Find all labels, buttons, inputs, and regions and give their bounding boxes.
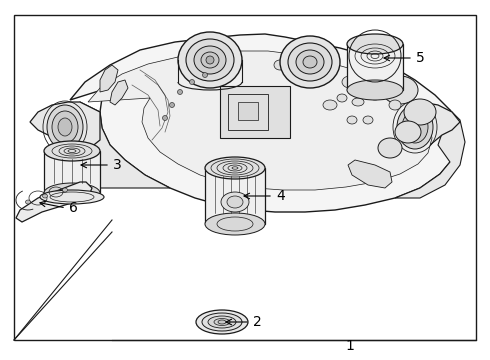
Ellipse shape <box>202 313 242 331</box>
Text: 5: 5 <box>416 51 425 65</box>
Ellipse shape <box>274 60 286 70</box>
Bar <box>228 94 268 130</box>
Ellipse shape <box>196 310 248 334</box>
Ellipse shape <box>290 66 300 74</box>
Ellipse shape <box>177 90 182 95</box>
Text: 6: 6 <box>69 201 78 215</box>
Ellipse shape <box>52 111 78 143</box>
Ellipse shape <box>288 43 332 81</box>
Ellipse shape <box>190 80 195 85</box>
Polygon shape <box>390 102 460 150</box>
Bar <box>347 44 403 90</box>
Bar <box>238 102 258 120</box>
Ellipse shape <box>202 72 207 77</box>
Polygon shape <box>395 110 465 198</box>
Ellipse shape <box>218 320 226 324</box>
Text: 3: 3 <box>113 158 122 172</box>
Ellipse shape <box>201 52 219 68</box>
Polygon shape <box>70 34 458 212</box>
Ellipse shape <box>227 196 243 208</box>
Ellipse shape <box>280 36 340 88</box>
Ellipse shape <box>205 213 265 235</box>
Ellipse shape <box>382 76 418 104</box>
Bar <box>205 168 265 224</box>
Text: 2: 2 <box>253 315 262 329</box>
Bar <box>220 86 290 138</box>
Ellipse shape <box>303 56 317 68</box>
Polygon shape <box>70 102 170 188</box>
Ellipse shape <box>402 111 428 143</box>
Ellipse shape <box>347 34 403 54</box>
Text: 1: 1 <box>345 339 354 353</box>
Polygon shape <box>348 160 392 188</box>
Polygon shape <box>30 102 100 150</box>
Ellipse shape <box>47 105 83 149</box>
Ellipse shape <box>348 59 392 91</box>
Ellipse shape <box>404 99 436 125</box>
Ellipse shape <box>397 105 433 149</box>
Ellipse shape <box>395 121 421 143</box>
Text: 4: 4 <box>276 189 285 203</box>
Ellipse shape <box>170 103 174 108</box>
Ellipse shape <box>40 190 104 204</box>
Ellipse shape <box>337 94 347 102</box>
Ellipse shape <box>347 116 357 124</box>
Ellipse shape <box>347 80 403 100</box>
Ellipse shape <box>178 32 242 88</box>
Ellipse shape <box>194 46 226 74</box>
Ellipse shape <box>342 76 358 88</box>
Ellipse shape <box>44 141 100 161</box>
Ellipse shape <box>352 98 364 106</box>
Ellipse shape <box>43 194 48 198</box>
Ellipse shape <box>368 90 382 100</box>
Ellipse shape <box>206 56 214 64</box>
Ellipse shape <box>186 39 234 81</box>
Ellipse shape <box>208 316 236 328</box>
Polygon shape <box>100 65 118 92</box>
Polygon shape <box>16 182 92 222</box>
Bar <box>44 151 100 193</box>
Ellipse shape <box>389 100 401 110</box>
Ellipse shape <box>214 319 230 325</box>
Ellipse shape <box>58 118 72 136</box>
Ellipse shape <box>63 188 68 192</box>
Ellipse shape <box>323 100 337 110</box>
Ellipse shape <box>44 183 100 203</box>
Ellipse shape <box>163 116 168 121</box>
Ellipse shape <box>296 50 324 74</box>
Ellipse shape <box>221 192 249 212</box>
Polygon shape <box>88 51 432 190</box>
Ellipse shape <box>25 200 30 204</box>
Ellipse shape <box>205 157 265 179</box>
Ellipse shape <box>378 138 402 158</box>
Ellipse shape <box>363 116 373 124</box>
Polygon shape <box>110 80 128 105</box>
